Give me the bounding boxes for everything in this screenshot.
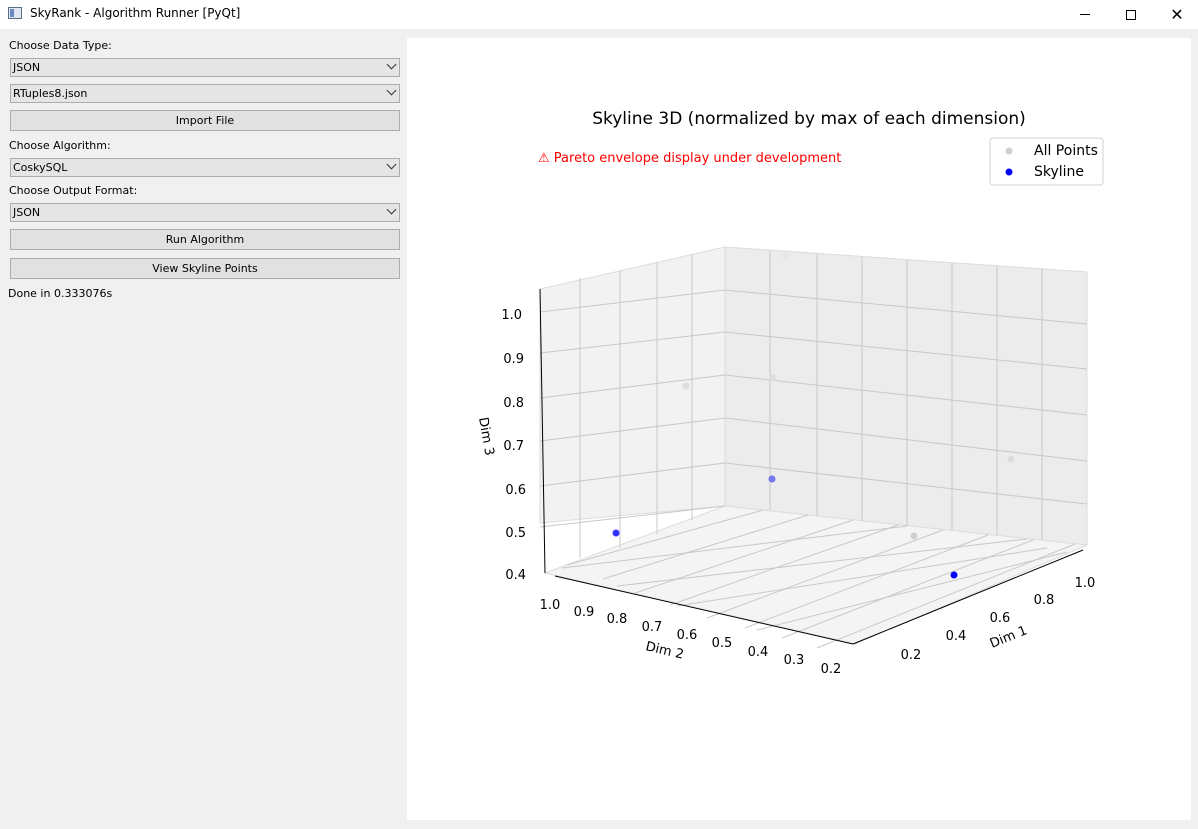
dim3-tick: 0.4 (505, 568, 526, 583)
title-bar: SkyRank - Algorithm Runner [PyQt] ✕ (0, 0, 1198, 29)
skyline-point (950, 571, 958, 579)
dim3-ticks: 0.4 0.5 0.6 0.7 0.8 0.9 1.0 (501, 308, 526, 583)
dim3-tick: 0.7 (503, 439, 524, 454)
output-format-value: JSON (13, 206, 41, 219)
dim2-tick: 0.8 (607, 612, 628, 627)
legend-label-all: All Points (1034, 143, 1098, 159)
skyline-point (768, 475, 776, 483)
dim2-axis-line (554, 575, 854, 645)
dim1-tick: 0.2 (901, 648, 922, 663)
pane-back (724, 246, 1088, 546)
dim2-tick: 0.4 (748, 645, 769, 660)
output-format-label: Choose Output Format: (9, 184, 138, 197)
dim2-tick: 0.5 (712, 636, 733, 651)
dim2-tick: 0.3 (784, 653, 805, 668)
pane-floor (543, 505, 1089, 645)
output-format-select[interactable]: JSON (10, 203, 400, 222)
data-type-value: JSON (13, 61, 41, 74)
all-point (682, 382, 690, 390)
legend-marker-skyline (1005, 168, 1013, 176)
legend: All Points Skyline (989, 137, 1104, 186)
dim2-tick: 0.2 (821, 662, 842, 677)
pane-left (539, 246, 726, 524)
algorithm-value: CoskySQL (13, 161, 68, 174)
dim2-tick: 1.0 (540, 598, 561, 613)
window-title: SkyRank - Algorithm Runner [PyQt] (30, 6, 241, 20)
dim1-tick: 0.6 (990, 611, 1011, 626)
chevron-down-icon (386, 159, 397, 170)
dim1-tick: 1.0 (1075, 576, 1096, 591)
data-type-label: Choose Data Type: (9, 39, 112, 52)
dim1-axis-label: Dim 1 (988, 623, 1030, 651)
legend-marker-all (1005, 147, 1013, 155)
dim2-tick: 0.7 (642, 620, 663, 635)
dim3-tick: 0.8 (503, 396, 524, 411)
control-panel: Choose Data Type: JSON RTuples8.json Imp… (0, 29, 406, 829)
plot-canvas: Skyline 3D (normalized by max of each di… (407, 38, 1191, 820)
run-algorithm-button[interactable]: Run Algorithm (10, 229, 400, 250)
view-skyline-button[interactable]: View Skyline Points (10, 258, 400, 279)
dim1-ticks: 0.2 0.4 0.6 0.8 1.0 (901, 576, 1096, 663)
grid-lines (539, 251, 1088, 649)
algorithm-label: Choose Algorithm: (9, 139, 111, 152)
dim3-axis-label: Dim 3 (475, 416, 496, 457)
skyline-series (612, 475, 958, 579)
file-select[interactable]: RTuples8.json (10, 84, 400, 103)
dim3-tick: 0.6 (505, 483, 526, 498)
chart-title: Skyline 3D (normalized by max of each di… (592, 109, 1026, 129)
legend-box (989, 137, 1104, 186)
all-point (1007, 455, 1015, 463)
dim3-tick: 1.0 (501, 308, 522, 323)
dim3-tick: 0.5 (505, 526, 526, 541)
chevron-down-icon (386, 59, 397, 70)
close-button[interactable]: ✕ (1154, 0, 1198, 29)
maximize-icon (1126, 9, 1136, 20)
all-point (910, 532, 918, 540)
legend-label-skyline: Skyline (1034, 164, 1084, 180)
import-file-button[interactable]: Import File (10, 110, 400, 131)
dim1-axis-line (852, 549, 1084, 645)
chevron-down-icon (386, 85, 397, 96)
chevron-down-icon (386, 204, 397, 215)
dim3-tick: 0.9 (503, 352, 524, 367)
minimize-icon (1080, 14, 1090, 15)
algorithm-select[interactable]: CoskySQL (10, 158, 400, 177)
minimize-button[interactable] (1062, 0, 1108, 29)
dim1-tick: 0.4 (946, 629, 967, 644)
app-icon (8, 7, 22, 19)
skyline-3d-chart: Skyline 3D (normalized by max of each di… (475, 109, 1104, 677)
close-icon: ✕ (1170, 5, 1184, 24)
data-type-select[interactable]: JSON (10, 58, 400, 77)
skyline-point (612, 529, 620, 537)
dim2-tick: 0.6 (677, 628, 698, 643)
all-point (782, 252, 790, 260)
warning-text: ⚠ Pareto envelope display under developm… (538, 151, 841, 166)
file-value: RTuples8.json (13, 87, 88, 100)
all-points-series (682, 252, 1015, 540)
dim2-tick: 0.9 (574, 605, 595, 620)
dim1-tick: 0.8 (1034, 593, 1055, 608)
dim2-ticks: 1.0 0.9 0.8 0.7 0.6 0.5 0.4 0.3 0.2 (540, 598, 842, 677)
axis-lines (539, 288, 1084, 645)
maximize-button[interactable] (1108, 0, 1154, 29)
all-point (769, 374, 777, 382)
status-text: Done in 0.333076s (8, 287, 113, 300)
